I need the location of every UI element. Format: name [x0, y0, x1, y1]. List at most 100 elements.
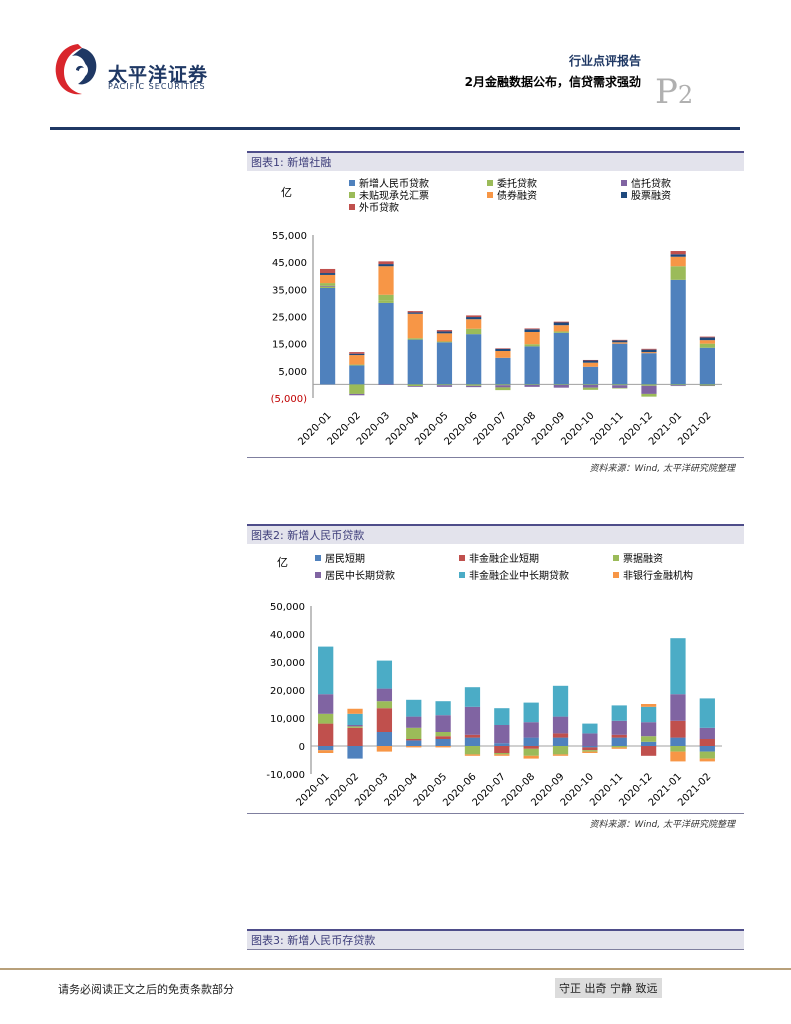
bar-segment	[582, 384, 599, 385]
bar-segment	[670, 384, 686, 386]
bar-segment	[347, 725, 363, 727]
bar-segment	[318, 646, 334, 695]
legend-swatch	[621, 180, 627, 186]
company-name: 太平洋证券	[108, 64, 209, 86]
bar-segment	[699, 347, 715, 385]
figure-3-title: 图表3: 新增人民币存贷款	[247, 929, 744, 949]
bar-segment	[582, 746, 598, 748]
legend-swatch	[315, 555, 321, 561]
y-tick-label: 15,000	[272, 340, 307, 351]
legend-swatch	[613, 555, 619, 561]
bar-segment	[641, 393, 657, 397]
bar-segment	[464, 734, 481, 738]
bar-segment	[436, 331, 453, 334]
bar-segment	[376, 660, 393, 689]
bar-segment	[553, 321, 569, 323]
bar-segment	[640, 704, 657, 707]
bar-segment	[436, 342, 453, 385]
bar-segment	[406, 727, 422, 739]
bar-segment	[523, 746, 539, 749]
bar-segment	[349, 353, 365, 356]
bar-segment	[670, 279, 686, 385]
bar-segment	[378, 261, 394, 265]
bar-segment	[406, 740, 422, 746]
bar-segment	[435, 715, 451, 732]
legend-label: 非金融企业短期	[469, 552, 539, 565]
bar-segment	[612, 387, 628, 389]
bar-segment	[582, 366, 599, 385]
page-digit: 2	[677, 81, 694, 109]
legend-swatch	[613, 572, 619, 578]
bar-segment	[699, 384, 715, 386]
bar-segment	[436, 333, 453, 342]
legend-swatch	[349, 180, 355, 186]
bar-segment	[699, 727, 715, 739]
bar-segment	[582, 723, 598, 734]
bar-segment	[435, 701, 451, 716]
bar-segment	[523, 722, 539, 738]
bar-segment	[641, 353, 657, 385]
bar-segment	[699, 385, 715, 387]
bar-segment	[523, 755, 539, 759]
bar-segment	[523, 702, 539, 723]
legend-label: 未贴现承兑汇票	[359, 189, 429, 202]
bar-segment	[494, 753, 510, 755]
bar-segment	[612, 339, 628, 341]
bar-segment	[435, 736, 451, 739]
y-axis-unit-label: 亿	[277, 556, 288, 569]
bar-segment	[582, 360, 599, 363]
bar-segment	[466, 385, 482, 388]
bar-segment	[524, 331, 540, 345]
legend-label: 信托贷款	[631, 177, 671, 190]
bar-segment	[466, 334, 482, 385]
bar-segment	[436, 330, 453, 332]
bar-segment	[378, 300, 394, 303]
bar-segment	[435, 739, 451, 746]
bar-segment	[612, 384, 628, 386]
bar-segment	[435, 746, 451, 748]
footer-divider	[0, 968, 791, 970]
disclaimer-note: 请务必阅读正文之后的免责条款部分	[58, 983, 234, 996]
report-title: 2月金融数据公布，信贷需求强劲	[464, 75, 641, 89]
bar-segment	[524, 384, 540, 387]
bar-segment	[553, 322, 569, 326]
bar-segment	[611, 720, 627, 735]
legend-swatch	[459, 555, 465, 561]
y-tick-label: 30,000	[270, 658, 305, 669]
y-tick-label: (5,000)	[271, 394, 308, 405]
bar-segment	[670, 720, 686, 738]
legend-label: 股票融资	[631, 190, 671, 202]
bar-segment	[582, 750, 598, 752]
bar-segment	[524, 328, 540, 330]
pacific-logo-icon	[55, 44, 97, 95]
bar-segment	[495, 351, 511, 358]
bar-segment	[378, 294, 394, 301]
bar-segment	[495, 357, 511, 385]
bar-segment	[523, 737, 539, 746]
bar-segment	[612, 342, 628, 344]
bar-segment	[553, 325, 569, 332]
bar-segment	[464, 737, 481, 746]
bar-segment	[611, 747, 627, 749]
bar-segment	[407, 386, 423, 387]
figure-2-source: 资料来源：Wind, 太平洋研究院整理	[589, 820, 735, 830]
legend-swatch	[487, 180, 493, 186]
bar-segment	[495, 385, 511, 388]
bar-segment	[320, 285, 336, 287]
bar-segment	[320, 287, 336, 385]
bar-segment	[670, 266, 686, 280]
report-type: 行业点评报告	[568, 54, 641, 68]
bar-segment	[582, 384, 599, 388]
bar-segment	[318, 694, 334, 714]
legend-swatch	[349, 192, 355, 198]
bar-segment	[640, 722, 657, 737]
y-tick-label: 5,000	[278, 367, 307, 378]
bar-segment	[611, 746, 627, 748]
bar-segment	[320, 274, 336, 284]
bar-segment	[407, 338, 423, 340]
bar-segment	[670, 638, 686, 695]
company-motto: 守正 出奇 宁静 致远	[555, 978, 662, 998]
bar-segment	[320, 283, 336, 286]
bar-segment	[318, 713, 334, 724]
